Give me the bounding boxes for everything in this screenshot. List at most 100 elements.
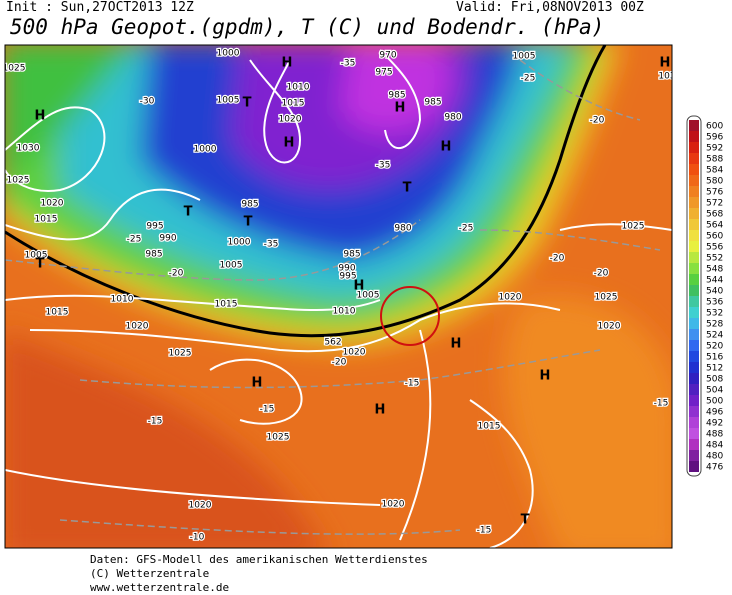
contour-label: 1015 xyxy=(46,308,69,318)
color-scale: 6005965925885845805765725685645605565525… xyxy=(686,115,723,477)
contour-label: -35 xyxy=(376,161,391,171)
scale-label: 536 xyxy=(706,298,723,308)
contour-label: 1025 xyxy=(267,433,290,443)
pressure-center: H xyxy=(395,101,406,116)
scale-swatch xyxy=(689,263,699,274)
contour-label: 985 xyxy=(145,250,162,260)
scale-swatch xyxy=(689,208,699,219)
scale-label: 592 xyxy=(706,144,723,154)
map: 1025H10301025102010151005T-3010001005101… xyxy=(3,45,675,548)
footer-line: www.wetterzentrale.de xyxy=(90,581,229,594)
scale-swatch xyxy=(689,175,699,186)
scale-label: 528 xyxy=(706,320,723,330)
scale-swatch xyxy=(689,395,699,406)
contour-label: 990 xyxy=(338,264,355,274)
scale-label: 496 xyxy=(706,408,723,418)
map-frame xyxy=(4,44,673,549)
contour-label: 1025 xyxy=(595,293,618,303)
scale-label: 600 xyxy=(706,122,723,132)
contour-label: 1000 xyxy=(228,238,251,248)
contour-label: -20 xyxy=(594,269,609,279)
scale-swatch xyxy=(689,351,699,362)
pressure-center: T xyxy=(36,257,45,272)
scale-label: 564 xyxy=(706,221,723,231)
contour-label: 1025 xyxy=(3,64,26,74)
contour-label: 980 xyxy=(394,224,411,234)
scale-label: 540 xyxy=(706,287,723,297)
scale-label: 524 xyxy=(706,331,723,341)
scale-label: 580 xyxy=(706,177,723,187)
scale-label: 556 xyxy=(706,243,723,253)
contour-label: 103 xyxy=(658,72,675,82)
contour-label: 985 xyxy=(241,200,258,210)
contour-label: 1020 xyxy=(499,293,522,303)
contour-label: 1020 xyxy=(598,322,621,332)
contour-label: 985 xyxy=(424,98,441,108)
contour-label: 1020 xyxy=(41,199,64,209)
scale-label: 504 xyxy=(706,386,723,396)
scale-swatch xyxy=(689,450,699,461)
contour-label: 1000 xyxy=(217,49,240,59)
contour-label: 1005 xyxy=(220,261,243,271)
pressure-center: H xyxy=(284,136,295,151)
contour-label: 1005 xyxy=(217,96,240,106)
scale-label: 596 xyxy=(706,133,723,143)
scale-label: 516 xyxy=(706,353,723,363)
contour-label: 1025 xyxy=(622,222,645,232)
contour-label: 1020 xyxy=(343,348,366,358)
scale-label: 500 xyxy=(706,397,723,407)
pressure-center: T xyxy=(403,181,412,196)
scale-swatch xyxy=(689,296,699,307)
scale-label: 512 xyxy=(706,364,723,374)
contour-label: 1030 xyxy=(17,144,40,154)
pressure-center: H xyxy=(540,369,551,384)
title: 500 hPa Geopot.(gpdm), T (C) und Bodendr… xyxy=(10,15,604,39)
contour-label: 995 xyxy=(146,222,163,232)
scale-swatch xyxy=(689,230,699,241)
scale-swatch xyxy=(689,186,699,197)
contour-label: 1005 xyxy=(25,251,48,261)
scale-swatch xyxy=(689,373,699,384)
contour-label: 1020 xyxy=(279,115,302,125)
contour-label: 1020 xyxy=(126,322,149,332)
contour-label: 1005 xyxy=(513,52,536,62)
scale-label: 480 xyxy=(706,452,723,462)
contour-label: 1015 xyxy=(35,215,58,225)
contour-label: 990 xyxy=(159,234,176,244)
scale-swatch xyxy=(689,439,699,450)
scale-label: 484 xyxy=(706,441,723,451)
pressure-center: H xyxy=(282,56,293,71)
contour-label: -25 xyxy=(459,224,474,234)
scale-swatch xyxy=(689,131,699,142)
contour-label: 1005 xyxy=(357,291,380,301)
contour-label: 985 xyxy=(388,91,405,101)
contour-label: -15 xyxy=(405,379,420,389)
scale-swatch xyxy=(689,329,699,340)
scale-swatch xyxy=(689,274,699,285)
scale-swatch xyxy=(689,417,699,428)
pressure-center: T xyxy=(521,513,530,528)
scale-swatch xyxy=(689,340,699,351)
contour-label: 995 xyxy=(339,272,356,282)
scale-swatch xyxy=(689,241,699,252)
contour-label: 1015 xyxy=(215,300,238,310)
pressure-center: H xyxy=(375,403,386,418)
pressure-center: H xyxy=(441,140,452,155)
scale-swatch xyxy=(689,406,699,417)
contour-label: -20 xyxy=(550,254,565,264)
contour-label: -15 xyxy=(260,405,275,415)
contour-label: 980 xyxy=(444,113,461,123)
contour-label: -15 xyxy=(148,417,163,427)
scale-swatch xyxy=(689,428,699,439)
contour-label: 1015 xyxy=(478,422,501,432)
contour-label: -20 xyxy=(590,116,605,126)
pressure-center: T xyxy=(244,215,253,230)
contour-label: -30 xyxy=(140,97,155,107)
footer-line: (C) Wetterzentrale xyxy=(90,567,209,580)
scale-label: 532 xyxy=(706,309,723,319)
scale-label: 492 xyxy=(706,419,723,429)
contour-label: -25 xyxy=(521,74,536,84)
scale-label: 508 xyxy=(706,375,723,385)
contour-label: 1010 xyxy=(111,295,134,305)
